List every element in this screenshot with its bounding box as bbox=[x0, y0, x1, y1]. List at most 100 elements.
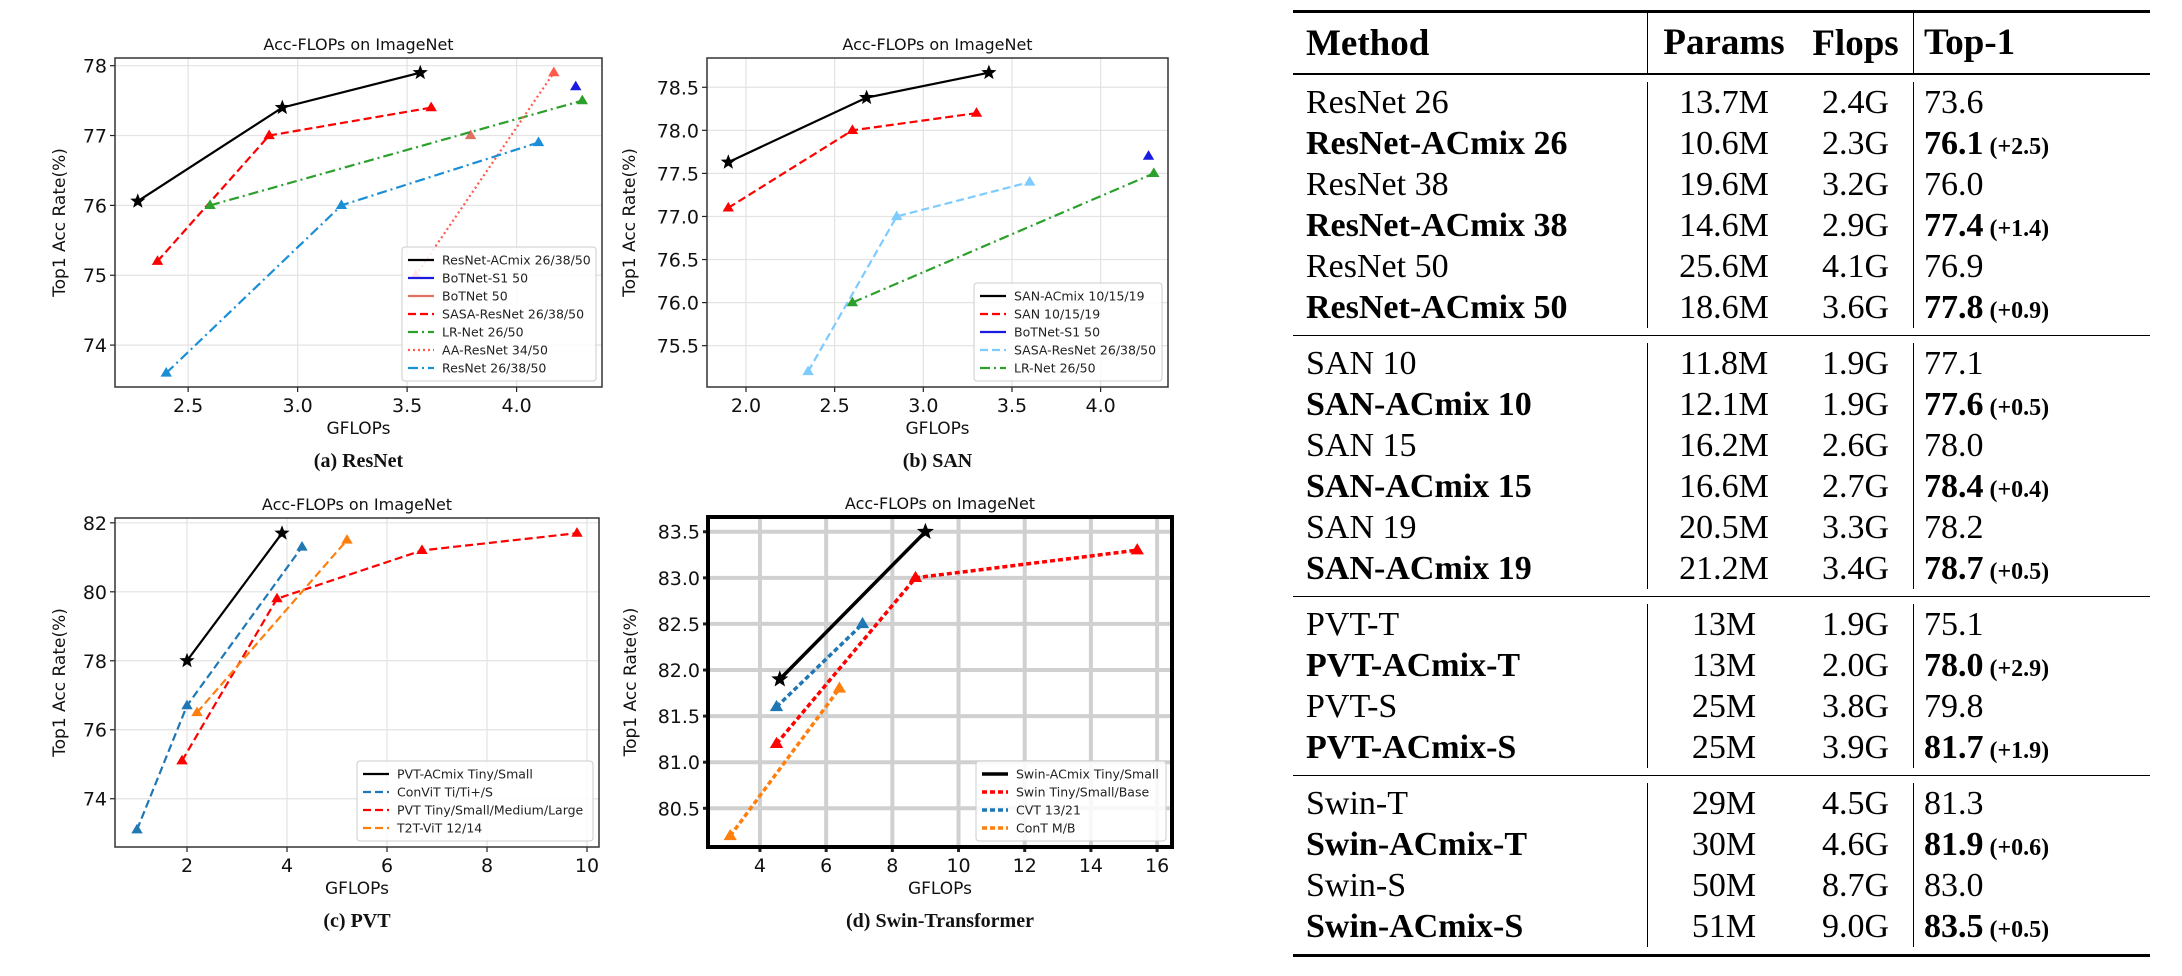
legend-label: ResNet-ACmix 26/38/50 bbox=[442, 253, 591, 268]
cell-top1: 75.1 bbox=[1913, 604, 2150, 645]
table-row: PVT-T 13M 1.9G 75.1 bbox=[1293, 604, 2150, 645]
cell-method: ResNet-ACmix 26 bbox=[1306, 125, 1568, 162]
triangle-marker bbox=[296, 540, 308, 551]
top1-gain: (+1.4) bbox=[1989, 216, 2050, 242]
table-row: ResNet-ACmix 26 10.6M 2.3G 76.1 (+2.5) bbox=[1293, 123, 2150, 164]
y-axis-label: Top1 Acc Rate(%) bbox=[50, 608, 70, 758]
series-2 bbox=[769, 616, 870, 712]
top1-gain: (+2.5) bbox=[1989, 134, 2050, 160]
star-marker bbox=[916, 522, 934, 539]
series-line bbox=[135, 546, 303, 831]
series-line bbox=[414, 72, 555, 276]
table-row: ResNet 26 13.7M 2.4G 73.6 bbox=[1293, 82, 2150, 123]
cell-params: 16.6M bbox=[1647, 466, 1798, 507]
triangle-marker bbox=[891, 210, 903, 221]
top1-value: 79.8 bbox=[1924, 688, 1984, 725]
table-group: SAN 10 11.8M 1.9G 77.1 SAN-ACmix 10 12.1M 1.9G… bbox=[1293, 336, 2150, 597]
legend-box bbox=[401, 246, 597, 382]
top1-value: 78.4 bbox=[1924, 468, 1984, 505]
triangle-marker bbox=[532, 136, 545, 147]
cell-top1: 73.6 bbox=[1913, 82, 2150, 123]
top1-value: 77.4 bbox=[1924, 207, 1984, 244]
table-row: Swin-ACmix-S 51M 9.0G 83.5 (+0.5) bbox=[1293, 906, 2150, 947]
top1-gain: (+0.9) bbox=[1989, 298, 2050, 324]
cell-top1: 83.0 bbox=[1913, 865, 2150, 906]
cell-top1: 77.1 bbox=[1913, 343, 2150, 384]
cell-params: 25.6M bbox=[1647, 246, 1798, 287]
cell-top1: 81.3 bbox=[1913, 783, 2150, 824]
x-axis-label: GFLOPs bbox=[326, 419, 390, 439]
legend: PVT-ACmix Tiny/Small ConViT Ti/Ti+/S PVT T… bbox=[356, 760, 594, 842]
legend: ResNet-ACmix 26/38/50 BoTNet-S1 50 BoTNet … bbox=[401, 246, 597, 382]
series-line bbox=[728, 687, 841, 837]
star-marker bbox=[981, 64, 997, 80]
y-tick-label: 80 bbox=[83, 582, 107, 604]
star-marker bbox=[130, 193, 146, 208]
cell-top1: 76.0 bbox=[1913, 164, 2150, 205]
triangle-marker bbox=[1024, 176, 1036, 186]
legend-label: Swin-ACmix Tiny/Small bbox=[1016, 767, 1159, 782]
triangle-marker bbox=[181, 699, 193, 710]
cell-top1: 81.7 (+1.9) bbox=[1913, 727, 2150, 768]
top1-value: 78.7 bbox=[1924, 550, 1984, 587]
subfigure-caption: (b) SAN bbox=[903, 450, 973, 472]
y-tick-label: 78.0 bbox=[657, 120, 699, 142]
triangle-marker bbox=[151, 255, 164, 265]
series-0 bbox=[771, 522, 934, 687]
table-row: SAN-ACmix 15 16.6M 2.7G 78.4 (+0.4) bbox=[1293, 466, 2150, 507]
y-tick-label: 82 bbox=[83, 513, 107, 535]
triangle-marker bbox=[335, 199, 348, 209]
y-tick-label: 76.0 bbox=[657, 293, 699, 315]
cell-params: 30M bbox=[1647, 824, 1798, 865]
triangle-marker bbox=[723, 828, 737, 841]
cell-params: 16.2M bbox=[1647, 425, 1798, 466]
legend-box bbox=[356, 760, 594, 842]
results-table: Method Params Flops Top-1 ResNet 26 13.7M… bbox=[1293, 10, 2150, 957]
cell-top1: 78.0 bbox=[1913, 425, 2150, 466]
cell-flops: 4.1G bbox=[1821, 248, 1890, 285]
table-header: Method Params Flops Top-1 bbox=[1293, 13, 2150, 75]
y-axis-label: Top1 Acc Rate(%) bbox=[50, 148, 70, 298]
top1-gain: (+2.9) bbox=[1989, 656, 2050, 682]
x-tick-label: 12 bbox=[1013, 855, 1037, 877]
cell-method: Swin-ACmix-T bbox=[1306, 826, 1528, 863]
series-6 bbox=[160, 136, 545, 377]
triangle-marker bbox=[855, 616, 870, 629]
y-axis-label: Top1 Acc Rate(%) bbox=[620, 148, 640, 298]
top1-value: 77.1 bbox=[1924, 345, 1984, 382]
cell-params: 19.6M bbox=[1647, 164, 1798, 205]
cell-params: 10.6M bbox=[1647, 123, 1798, 164]
legend-label: ResNet 26/38/50 bbox=[442, 361, 546, 376]
y-tick-label: 77.5 bbox=[657, 163, 699, 185]
series-line bbox=[181, 532, 578, 762]
series-line bbox=[156, 106, 432, 262]
cell-method: PVT-ACmix-S bbox=[1306, 729, 1517, 766]
star-marker bbox=[179, 652, 195, 668]
y-tick-label: 74 bbox=[83, 335, 107, 357]
cell-top1: 78.2 bbox=[1913, 507, 2150, 548]
triangle-marker bbox=[204, 199, 216, 209]
cell-method: SAN-ACmix 19 bbox=[1306, 550, 1532, 587]
chart-2: 2 4 6 8 10 74 76 78 80 82 PVT-ACmix Tiny/Small ConV… bbox=[50, 495, 600, 932]
cell-params: 12.1M bbox=[1647, 384, 1798, 425]
x-tick-label: 3.0 bbox=[908, 395, 938, 417]
table-row: ResNet 50 25.6M 4.1G 76.9 bbox=[1293, 246, 2150, 287]
cell-method: PVT-S bbox=[1306, 688, 1398, 725]
cell-method: ResNet 38 bbox=[1306, 166, 1449, 203]
cell-top1: 79.8 bbox=[1913, 686, 2150, 727]
star-marker bbox=[859, 89, 875, 105]
cell-top1: 77.6 (+0.5) bbox=[1913, 384, 2150, 425]
cell-top1: 76.9 bbox=[1913, 246, 2150, 287]
y-tick-label: 78 bbox=[83, 651, 107, 673]
cell-params: 29M bbox=[1647, 783, 1798, 824]
cell-params: 13M bbox=[1647, 604, 1798, 645]
triangle-marker bbox=[970, 107, 983, 117]
legend-label: BoTNet 50 bbox=[442, 289, 508, 304]
x-tick-label: 16 bbox=[1145, 855, 1169, 877]
cell-top1: 77.4 (+1.4) bbox=[1913, 205, 2150, 246]
y-tick-label: 77 bbox=[83, 126, 107, 148]
legend-label: LR-Net 26/50 bbox=[442, 325, 524, 340]
star-marker bbox=[720, 154, 736, 169]
cell-flops: 3.3G bbox=[1821, 509, 1890, 546]
top1-value: 78.0 bbox=[1924, 647, 1984, 684]
